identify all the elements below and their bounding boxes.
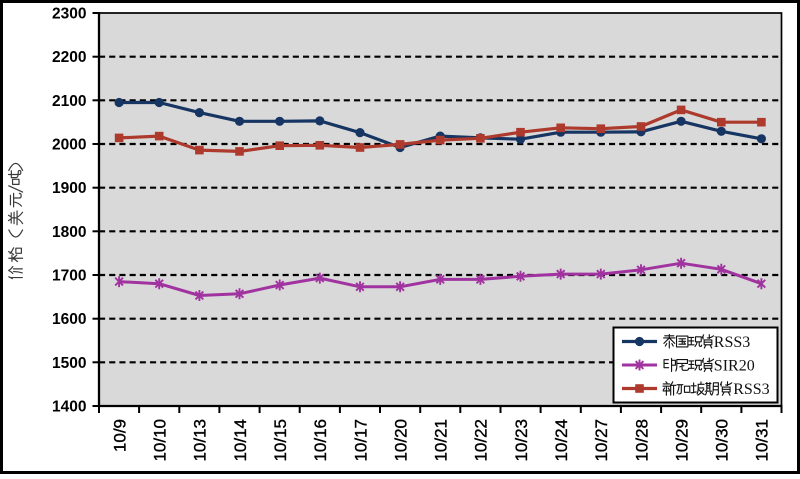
svg-text:10/27: 10/27 <box>592 419 611 462</box>
svg-text:1700: 1700 <box>52 268 86 285</box>
svg-text:10/31: 10/31 <box>753 419 772 462</box>
svg-text:10/20: 10/20 <box>391 419 410 462</box>
svg-text:10/29: 10/29 <box>672 419 691 462</box>
svg-text:1500: 1500 <box>52 355 86 372</box>
svg-text:10/15: 10/15 <box>271 419 290 462</box>
svg-text:10/9: 10/9 <box>110 419 129 452</box>
svg-text:10/13: 10/13 <box>191 419 210 462</box>
svg-text:1800: 1800 <box>52 224 86 241</box>
svg-text:10/16: 10/16 <box>311 419 330 462</box>
svg-text:10/30: 10/30 <box>713 419 732 462</box>
svg-text:10/22: 10/22 <box>472 419 491 462</box>
svg-text:SIR20: SIR20 <box>714 357 755 374</box>
svg-text:2000: 2000 <box>52 137 86 154</box>
svg-text:10/24: 10/24 <box>552 419 571 462</box>
svg-text:RSS3: RSS3 <box>714 334 750 351</box>
svg-text:10/21: 10/21 <box>432 419 451 462</box>
svg-text:RSS3: RSS3 <box>733 381 769 398</box>
svg-text:2100: 2100 <box>52 93 86 110</box>
svg-text:10/28: 10/28 <box>632 419 651 462</box>
svg-text:1900: 1900 <box>52 180 86 197</box>
svg-text:10/14: 10/14 <box>231 419 250 462</box>
svg-text:1600: 1600 <box>52 311 86 328</box>
svg-text:2300: 2300 <box>52 6 86 23</box>
svg-text:10/17: 10/17 <box>351 419 370 462</box>
svg-text:10/10: 10/10 <box>151 419 170 462</box>
svg-text:1400: 1400 <box>52 399 86 416</box>
svg-text:2200: 2200 <box>52 49 86 66</box>
svg-text:10/23: 10/23 <box>512 419 531 462</box>
